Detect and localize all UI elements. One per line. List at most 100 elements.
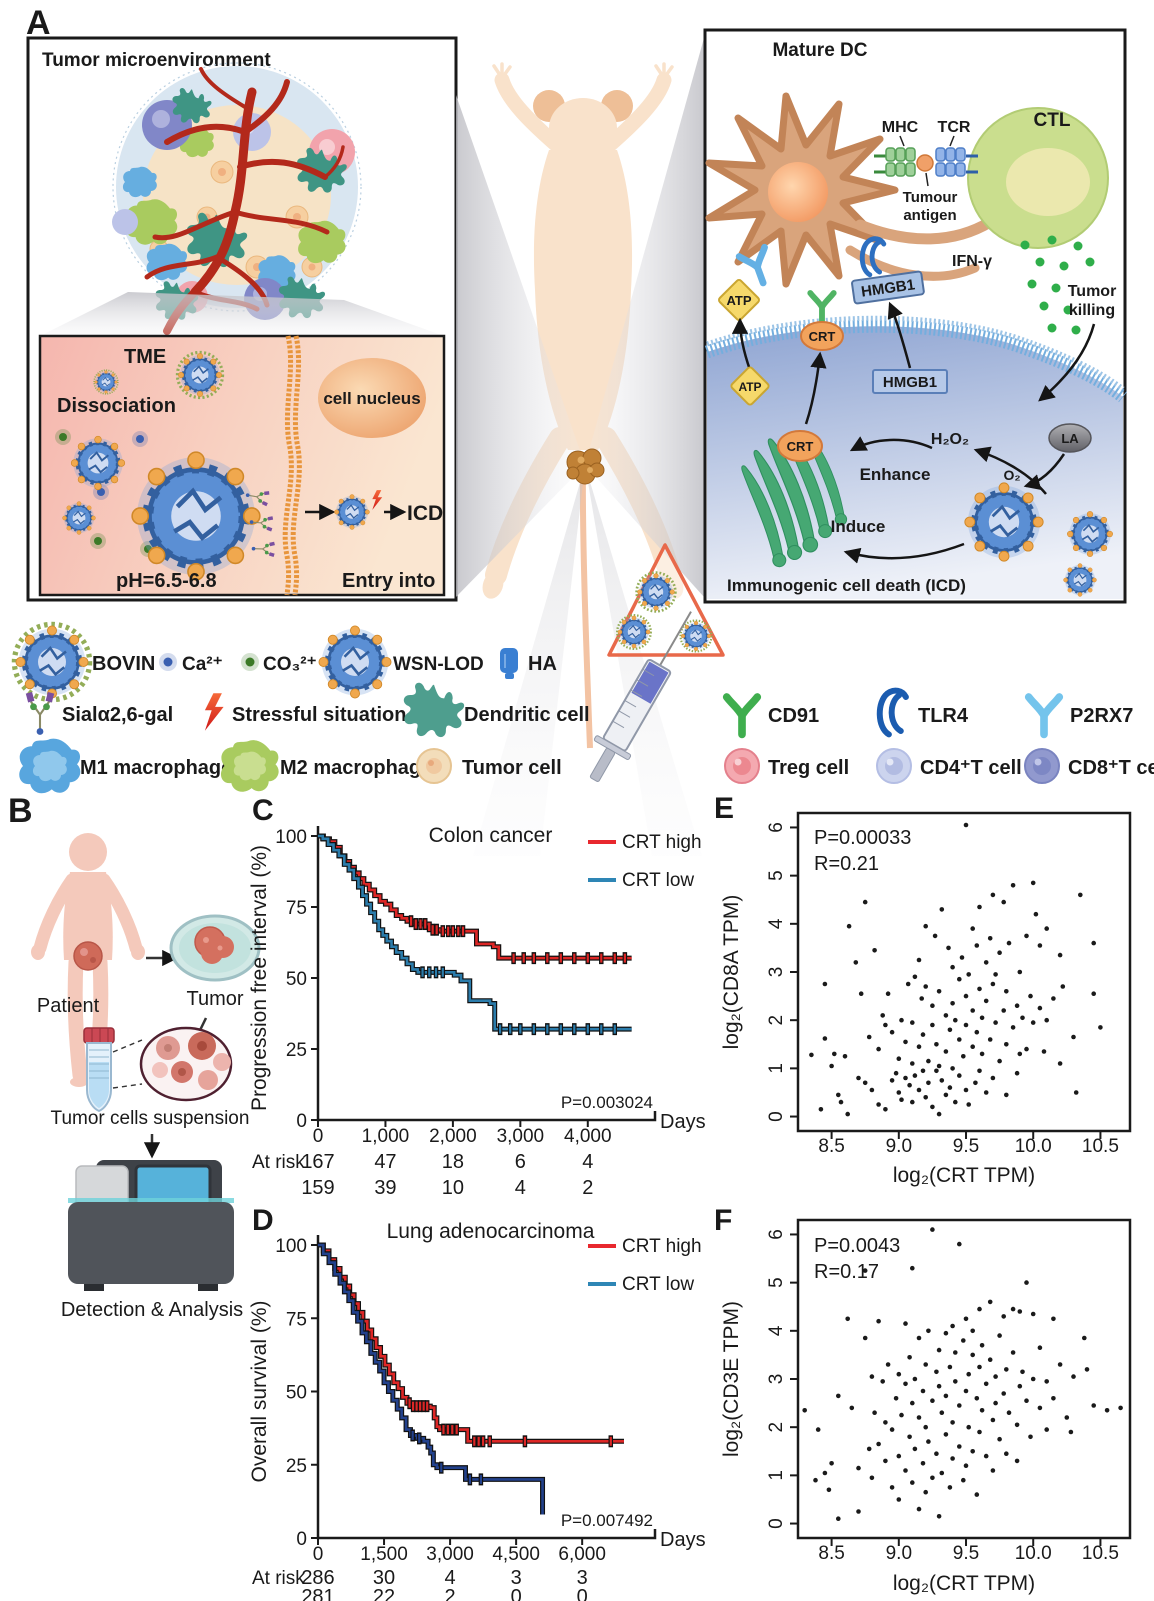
wsn-lod-particle-icon [319,626,391,698]
y-axis-label: log₂(CD3E TPM) [720,1301,743,1457]
at-risk-label: At risk [252,1568,305,1589]
atp-intracellular: ATP [730,366,770,406]
x-tick-label: 9.5 [953,1543,979,1564]
at-risk-value: 39 [374,1177,396,1199]
wsn-lod-large-particle [132,452,260,580]
y-tick-label: 1 [766,1063,787,1074]
y-tick-label: 75 [286,1309,307,1330]
km-curve-outline [318,1242,624,1444]
x-tick-label: 1,000 [362,1126,410,1147]
x-tick-label: 3,000 [497,1126,545,1147]
at-risk-value: 0 [577,1586,588,1601]
tumor-cell-icon [416,748,452,784]
mhc-tcr-synapse [874,147,978,177]
hmgb1-release-arrow [887,301,912,369]
legend-label: CO₃²⁺ [263,654,317,675]
y-tick-label: 3 [766,967,787,978]
at-risk-value: 2 [445,1586,456,1601]
patient-figure [31,833,145,1087]
panel-letter: F [714,1204,732,1237]
p-value: P=0.00033 [814,827,911,849]
hmgb1-intracellular: HMGB1 [872,369,948,394]
x-tick-label: 9.5 [953,1136,979,1157]
crt-er: CRT [777,430,823,462]
ifn-gamma-dots [1020,235,1095,335]
ctl-label: CTL [1034,110,1071,131]
x-tick-label: 1,500 [360,1544,408,1565]
y-tick-label: 5 [766,870,787,881]
panel-letter: D [252,1204,274,1237]
cd8-t-cell-icon [1024,748,1060,784]
atp-release-arrow [731,317,752,371]
x-tick-label: 0 [313,1544,324,1565]
x-tick-label: 10.0 [1015,1136,1052,1157]
tumour-antigen-label-2: antigen [903,207,956,224]
ph-label: pH=6.5-6.8 [116,570,217,592]
legend-label: Sialα2,6-gal [62,704,173,726]
at-risk-value: 47 [374,1151,396,1173]
x-axis-label: log₂(CRT TPM) [893,1164,1035,1187]
svg-text:HMGB1: HMGB1 [883,374,937,391]
at-risk-value: 30 [373,1567,395,1589]
enhance-label: Enhance [860,465,931,484]
km-curve-crt-low [318,834,632,1031]
wsn-lod-particle-icon [1065,509,1115,559]
x-tick-label: 3,000 [426,1544,474,1565]
suspension-label: Tumor cells suspension [51,1108,250,1129]
cd91-receptor-icon [727,697,758,734]
legend-label: M2 macrophage [280,757,432,779]
crt-membrane: CRT [800,321,844,351]
km-chart-lung-adenocarcinoma: D 0 25 50 75 100 0 1,500 3,000 4,500 6,000 Overall … [250,1204,706,1601]
wsn-lod-particle-icon [61,500,97,536]
scatter-points [809,822,1103,1117]
svg-text:CRT: CRT [809,329,836,344]
x-axis-label: Days [660,1111,706,1133]
x-tick-label: 10.5 [1082,1543,1119,1564]
cell-membrane-icon [282,335,302,596]
y-axis-label: Overall survival (%) [250,1300,271,1482]
ctl-cell [967,107,1109,249]
panel-letter: E [714,792,734,825]
zoom-funnel-left [40,292,444,336]
chart-title: Lung adenocarcinoma [387,1220,595,1243]
r-value: R=0.17 [814,1261,879,1283]
tumour-antigen-label-1: Tumour [903,189,958,206]
icd-mechanism-box: Mature DC CTL [703,28,1128,604]
legend-entry: CRT high [622,1236,702,1257]
wsn-lod-particle-icon [965,483,1043,561]
y-tick-label: 2 [766,1015,787,1026]
y-tick-label: 100 [275,827,307,848]
x-tick-label: 9.0 [886,1136,912,1157]
induce-arrow [843,542,965,564]
cell-nucleus-icon [318,358,426,438]
at-risk-value: 6 [515,1151,526,1173]
at-risk-value: 4 [445,1567,456,1589]
legend-label: CD4⁺T cell [920,757,1022,779]
at-risk-value: 2 [582,1177,593,1199]
x-tick-label: 2,000 [429,1126,477,1147]
scatter-chart-cd3e: F 8.5 9.0 9.5 10.0 10.5 0 1 2 3 4 5 6 log₂(CRT TPM) lo… [714,1204,1132,1595]
legend-label: Tumor cell [462,757,562,779]
panel-b: B Tumor Patient [8,792,261,1321]
legend-label: Dendritic cell [464,704,590,726]
y-tick-label: 25 [286,1040,307,1061]
legend-label: TLR4 [918,705,969,727]
x-tick-label: 4,000 [564,1126,612,1147]
panel-b-label: B [8,792,33,830]
panel-a-label: A [26,4,51,42]
carbonate-ion-icon [241,653,259,671]
at-risk-label: At risk [252,1152,305,1173]
enhance-arrow [849,436,933,452]
x-tick-label: 4,500 [492,1544,540,1565]
x-tick-label: 10.0 [1015,1543,1052,1564]
cell-interior [707,326,1123,599]
legend-label: P2RX7 [1070,705,1133,727]
y-tick-label: 0 [766,1518,787,1529]
y-tick-label: 5 [766,1277,787,1288]
atp-extracellular: ATP [718,279,760,321]
tumor-killing-label-1: Tumor [1068,283,1117,300]
calcium-ion-icon [159,653,177,671]
y-tick-label: 25 [286,1456,307,1477]
